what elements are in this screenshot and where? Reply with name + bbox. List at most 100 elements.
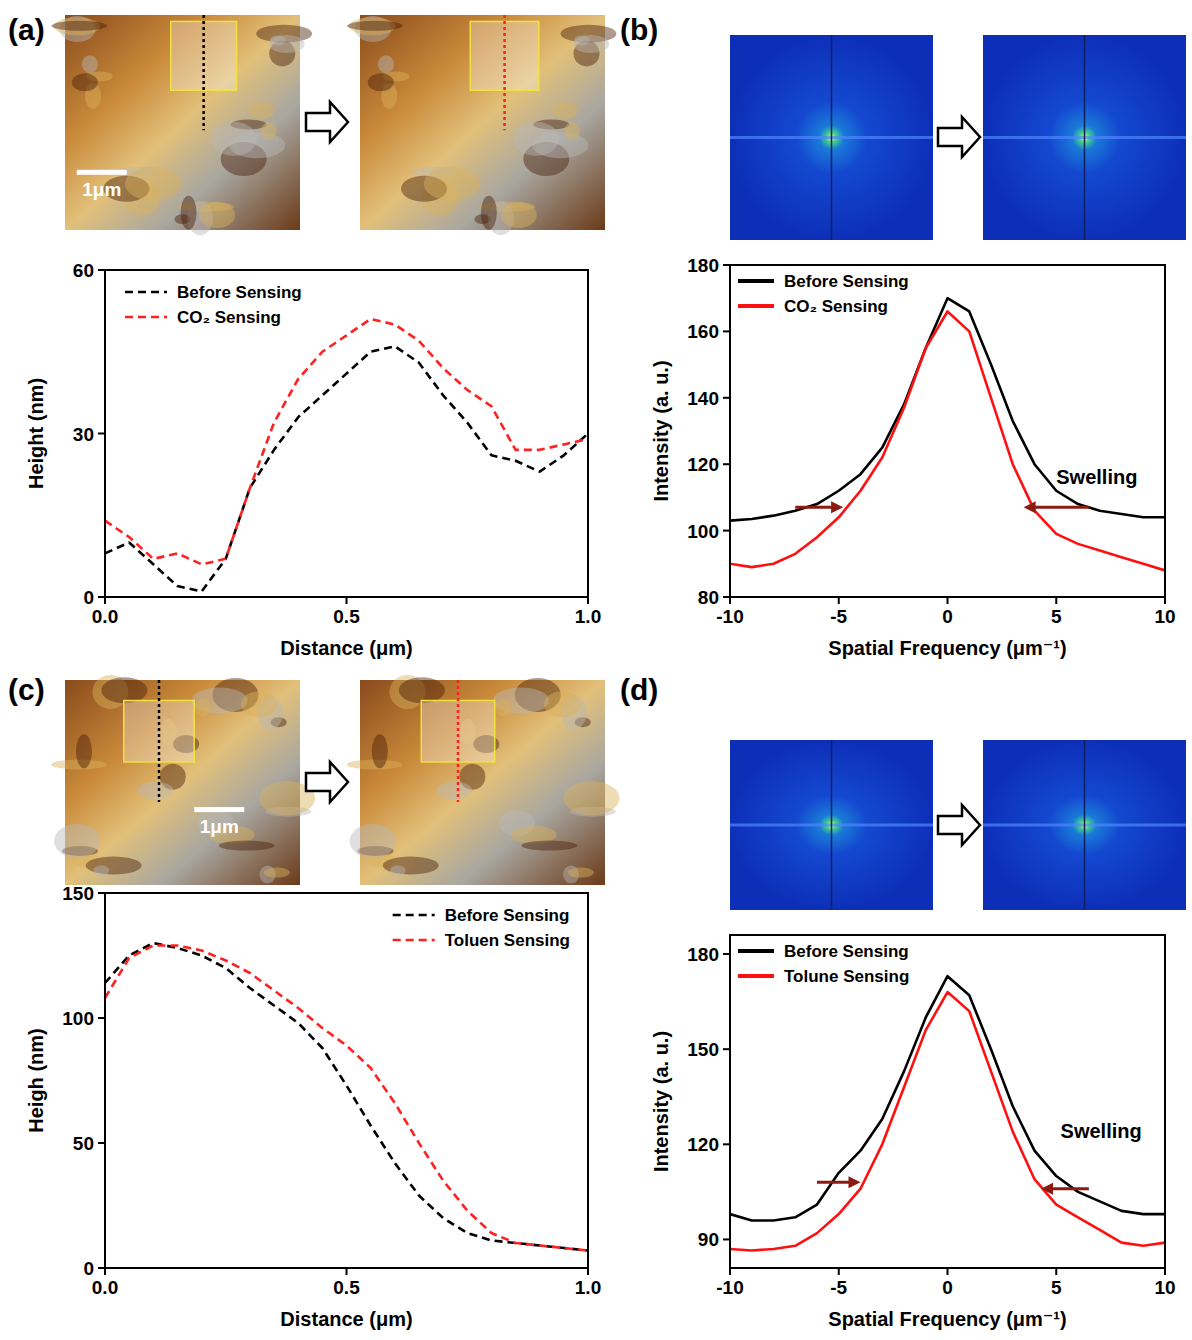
- y-tick: [98, 892, 105, 894]
- afm-texture: [424, 167, 480, 201]
- y-tick-label: 60: [73, 260, 94, 281]
- x-tick: [729, 597, 731, 604]
- x-tick-label: 5: [1051, 1277, 1062, 1298]
- x-tick: [1164, 597, 1166, 604]
- y-tick: [723, 1048, 730, 1050]
- y-tick-label: 120: [687, 454, 719, 475]
- afm-texture: [574, 35, 590, 45]
- swelling-arrow: [1049, 1187, 1089, 1190]
- plot-frame: [730, 935, 1165, 1268]
- x-tick: [1164, 1268, 1166, 1275]
- transition-arrow: [938, 117, 980, 157]
- legend-swatch: [125, 316, 167, 319]
- legend: Before SensingToluen Sensing: [393, 906, 570, 950]
- x-axis-title: Spatial Frequency (μm⁻¹): [828, 1308, 1066, 1330]
- x-tick: [729, 1268, 731, 1275]
- fft-axis: [1084, 35, 1086, 240]
- y-tick-label: 80: [698, 587, 719, 608]
- afm-texture: [181, 196, 197, 230]
- afm-texture: [93, 866, 109, 876]
- y-axis-title: Intensity (a. u.): [650, 1031, 672, 1172]
- x-tick-label: 0.5: [333, 1277, 360, 1298]
- x-tick-label: 0.5: [333, 606, 360, 627]
- plot-area: [730, 976, 1165, 1250]
- y-tick-label: 100: [62, 1008, 94, 1029]
- afm-texture: [513, 122, 559, 156]
- fft-axis: [831, 740, 833, 910]
- fft-image: [730, 35, 933, 240]
- legend-swatch: [738, 949, 774, 953]
- legend-label: CO₂ Sensing: [177, 308, 281, 327]
- swelling-arrowhead: [831, 501, 843, 513]
- series-line: [105, 943, 588, 1251]
- afm-texture: [436, 781, 472, 799]
- afm-texture: [495, 699, 511, 717]
- afm-texture: [544, 691, 580, 717]
- afm-texture: [269, 35, 305, 53]
- y-tick-label: 100: [687, 521, 719, 542]
- x-tick: [947, 597, 949, 604]
- fft-spectrum: [983, 35, 1186, 240]
- panel-label: (c): [8, 673, 45, 706]
- x-tick-label: -5: [830, 606, 847, 627]
- afm-texture: [72, 73, 98, 91]
- legend-label: Before Sensing: [784, 942, 909, 961]
- y-tick: [98, 433, 105, 435]
- afm-image: 1μm: [51, 15, 312, 235]
- afm-texture: [350, 824, 396, 858]
- afm-texture: [481, 196, 497, 230]
- fft-spectrum: [983, 740, 1186, 910]
- y-tick: [98, 269, 105, 271]
- scale-bar-label: 1μm: [82, 179, 121, 200]
- legend: Before SensingTolune Sensing: [738, 942, 909, 986]
- y-tick: [723, 330, 730, 332]
- y-tick-label: 150: [687, 1039, 719, 1060]
- x-tick: [947, 1268, 949, 1275]
- legend-swatch: [738, 279, 774, 283]
- x-tick-label: 0: [942, 606, 953, 627]
- plot-area: [105, 319, 588, 592]
- legend-swatch: [125, 291, 167, 294]
- x-tick-label: 1.0: [575, 1277, 601, 1298]
- afm-texture: [564, 122, 580, 140]
- afm-texture: [137, 781, 173, 799]
- afm-surface: [360, 15, 605, 230]
- annotation: Swelling: [1056, 466, 1137, 488]
- fft-image: [730, 740, 933, 910]
- afm-texture: [390, 866, 406, 876]
- x-tick: [587, 597, 589, 604]
- x-tick: [838, 1268, 840, 1275]
- afm-texture: [521, 841, 577, 851]
- legend-swatch: [738, 304, 774, 308]
- panel-label: (a): [8, 13, 45, 46]
- y-axis-title: Heigh (nm): [25, 1028, 47, 1132]
- afm-texture: [270, 35, 286, 45]
- y-tick: [723, 1238, 730, 1240]
- afm-texture: [568, 868, 594, 878]
- afm-surface: [65, 15, 300, 230]
- afm-image: [347, 675, 620, 885]
- figure: (a)1μm0.00.51.003060Distance (μm)Height …: [0, 0, 1192, 1340]
- y-tick: [723, 596, 730, 598]
- afm-texture: [76, 734, 92, 768]
- highlight-box: [470, 21, 539, 90]
- x-tick-label: 1.0: [575, 606, 601, 627]
- plot-frame: [105, 270, 588, 597]
- x-axis-title: Distance (μm): [280, 1308, 412, 1330]
- afm-texture: [372, 734, 388, 768]
- x-tick: [104, 597, 106, 604]
- y-tick: [723, 264, 730, 266]
- y-tick-label: 160: [687, 321, 719, 342]
- y-tick-label: 150: [62, 883, 94, 904]
- x-axis-title: Spatial Frequency (μm⁻¹): [828, 637, 1066, 659]
- legend-label: Before Sensing: [445, 906, 570, 925]
- fft-spectrum: [730, 35, 933, 240]
- y-tick: [98, 1017, 105, 1019]
- x-tick-label: 10: [1154, 606, 1175, 627]
- afm-texture: [82, 55, 98, 73]
- afm-texture: [573, 35, 609, 53]
- x-tick: [104, 1268, 106, 1275]
- y-axis-title: Intensity (a. u.): [650, 360, 672, 501]
- afm-texture: [399, 677, 445, 703]
- x-tick: [1055, 597, 1057, 604]
